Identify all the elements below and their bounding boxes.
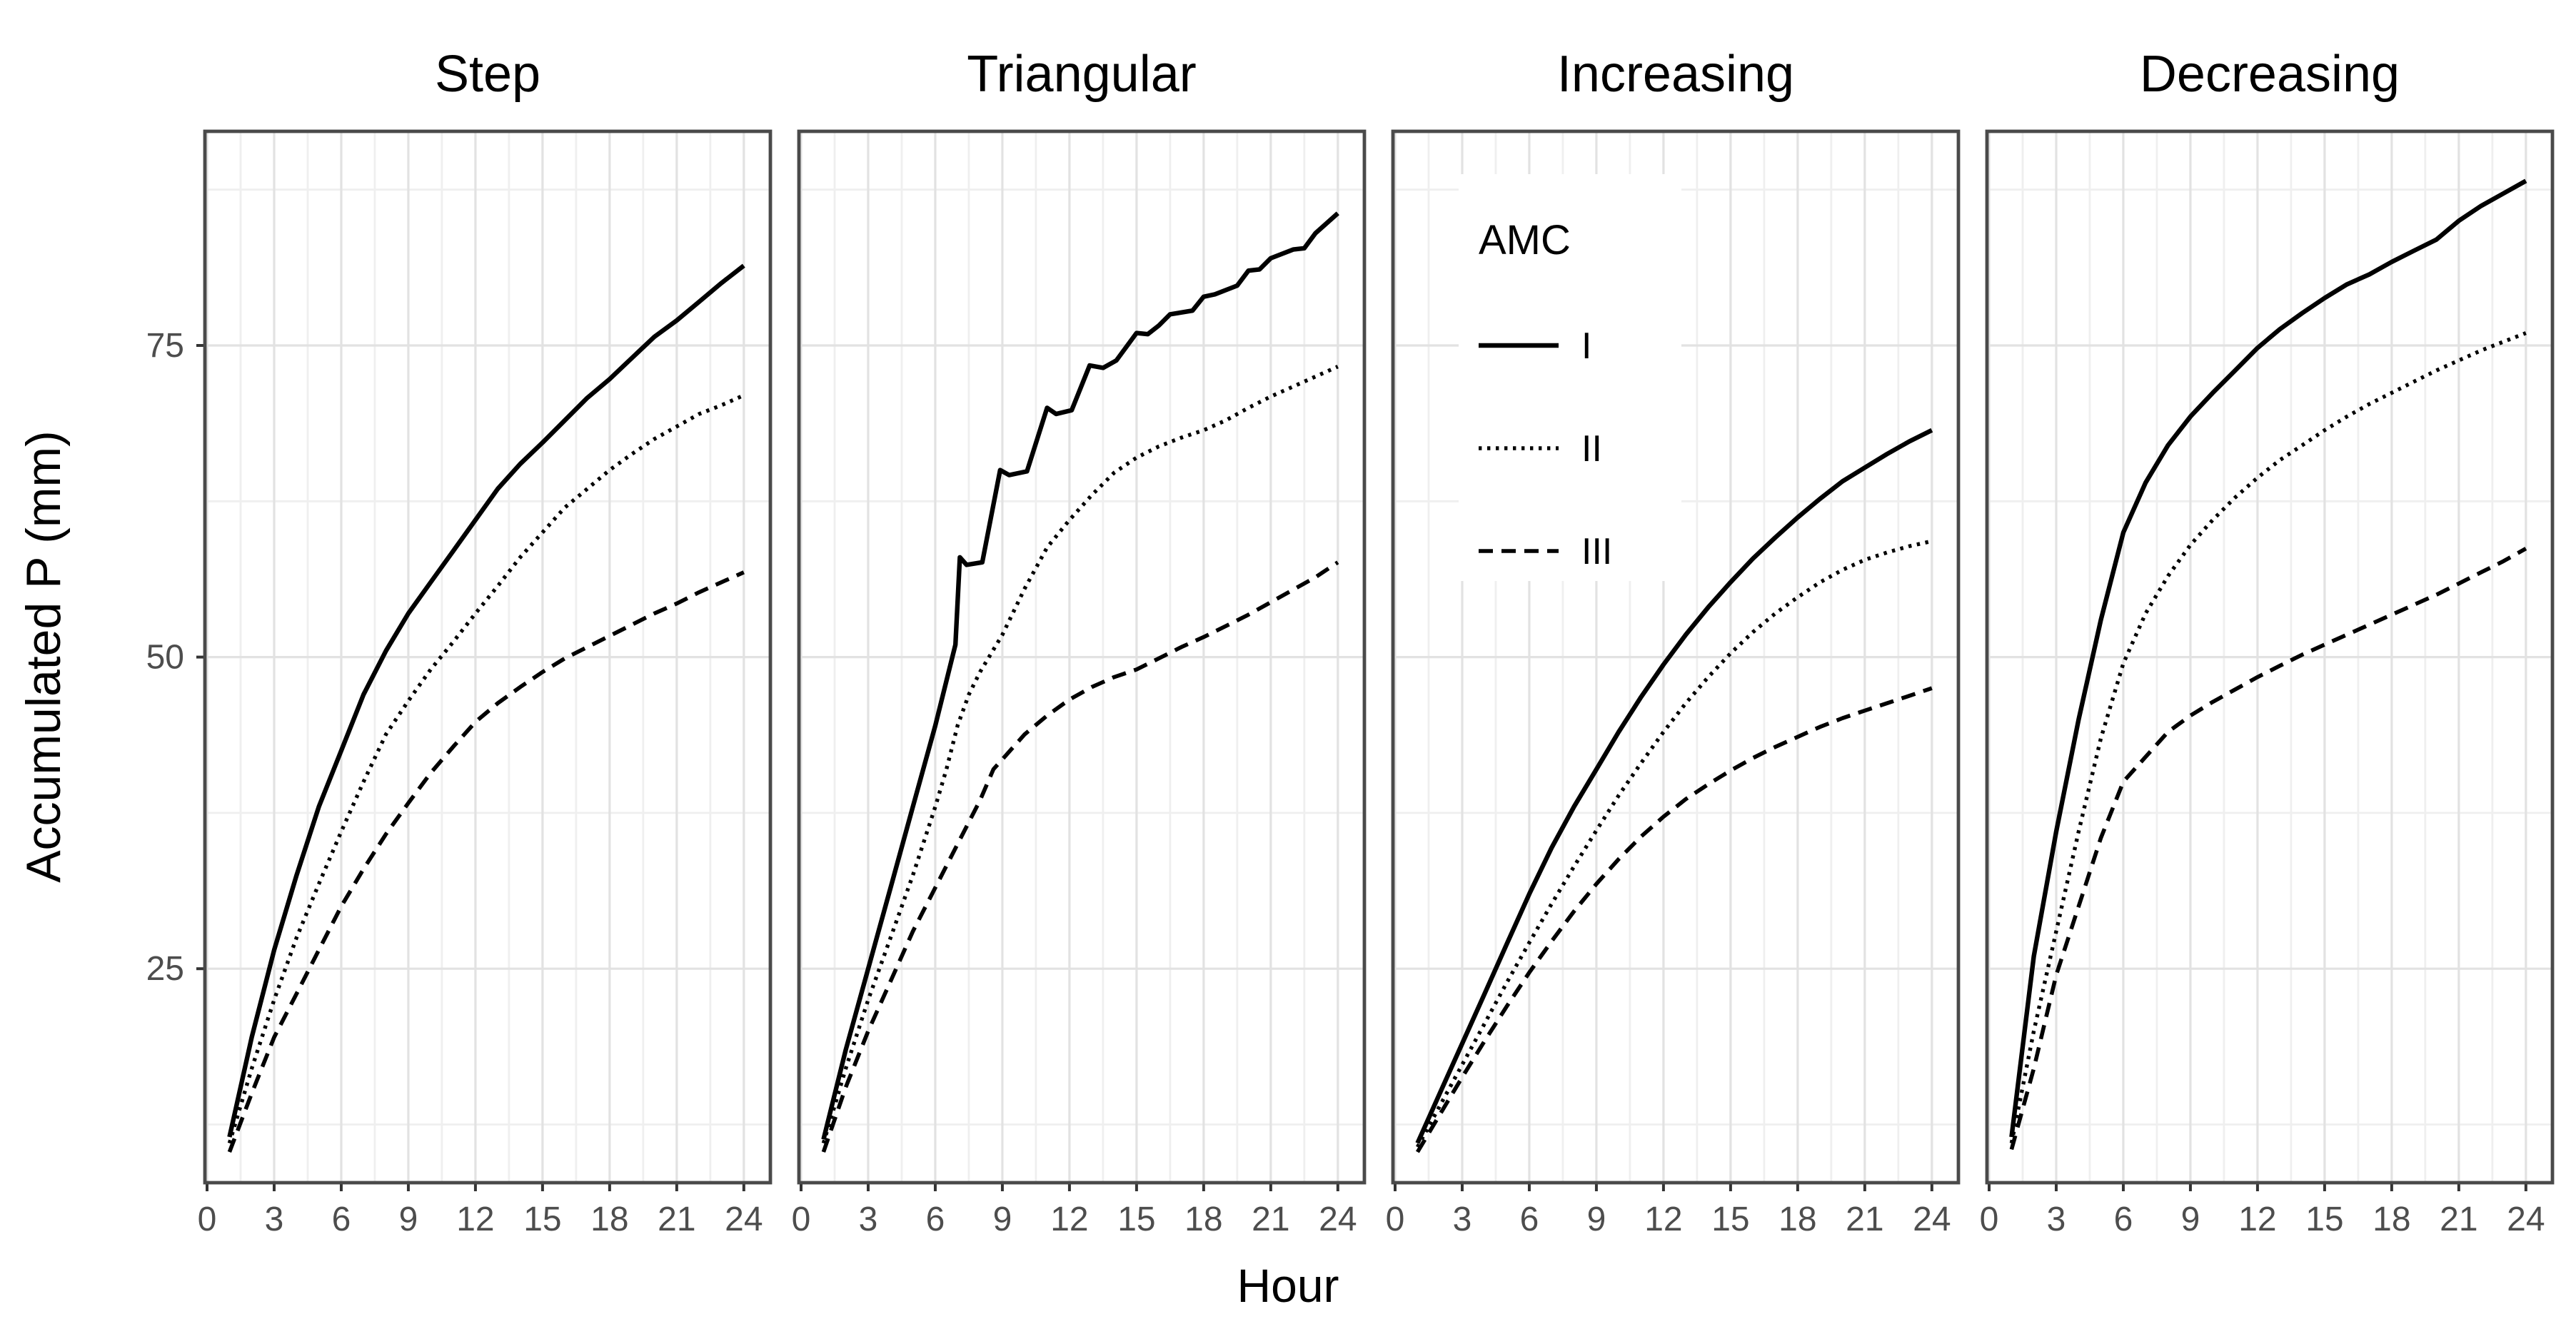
series-amc-ii-decreasing (2009, 331, 2527, 1144)
x-tick-label: 6 (1520, 1201, 1539, 1238)
x-axis-title: Hour (1237, 1259, 1339, 1312)
series-amc-iii-triangular (821, 560, 1339, 1153)
x-tick-label: 15 (1711, 1201, 1749, 1238)
facet-title: Triangular (967, 46, 1196, 103)
x-tick-label: 0 (198, 1201, 217, 1238)
x-tick-label: 24 (725, 1201, 763, 1238)
panel-decreasing: 0 3 6 9 12 15 18 21 24 Decreasing (1980, 46, 2555, 1238)
legend-label-iii: III (1581, 531, 1612, 572)
series-amc-ii-triangular (821, 365, 1339, 1144)
x-tick-label: 3 (859, 1201, 878, 1238)
series-amc-ii-increasing (1416, 539, 1933, 1148)
x-tick-label: 3 (265, 1201, 284, 1238)
panel-border (797, 129, 1367, 1185)
panel-triangular: 0 3 6 9 12 15 18 21 24 Triangular (792, 46, 1367, 1238)
x-tick-label: 9 (1587, 1201, 1606, 1238)
x-tick-label: 15 (1117, 1201, 1155, 1238)
y-tick-label: 50 (146, 639, 184, 677)
panel-border (203, 129, 773, 1185)
panel-border (1985, 129, 2555, 1185)
series-amc-i-triangular (821, 211, 1339, 1141)
x-tick-label: 15 (523, 1201, 561, 1238)
x-tick-label: 6 (2114, 1201, 2133, 1238)
series-amc-iii-increasing (1415, 686, 1933, 1153)
x-tick-label: 18 (590, 1201, 628, 1238)
x-tick-label: 9 (2181, 1201, 2200, 1238)
x-tick-label: 9 (399, 1201, 418, 1238)
x-tick-label: 0 (1386, 1201, 1405, 1238)
x-tick-label: 6 (926, 1201, 945, 1238)
legend-background (1459, 174, 1681, 581)
facet-title: Increasing (1557, 46, 1794, 103)
x-tick-label: 24 (1319, 1201, 1357, 1238)
x-tick-label: 21 (1846, 1201, 1883, 1238)
x-tick-label: 12 (456, 1201, 494, 1238)
x-tick-label: 12 (2238, 1201, 2276, 1238)
series-amc-i-increasing (1415, 428, 1933, 1144)
panel-step: 0 3 6 9 12 15 18 21 24 25 50 75 Step (146, 46, 773, 1238)
x-tick-label: 24 (2507, 1201, 2545, 1238)
x-tick-label: 18 (2373, 1201, 2410, 1238)
x-tick-label: 12 (1050, 1201, 1088, 1238)
legend-label-i: I (1581, 325, 1591, 367)
x-tick-label: 12 (1644, 1201, 1682, 1238)
x-tick-label: 3 (1453, 1201, 1472, 1238)
series-amc-i-step (227, 263, 745, 1138)
series-amc-iii-step (227, 570, 745, 1153)
x-tick-label: 18 (1778, 1201, 1816, 1238)
x-tick-label: 0 (1980, 1201, 1999, 1238)
x-tick-label: 3 (2047, 1201, 2066, 1238)
y-axis-title: Accumulated P (mm) (16, 430, 71, 883)
facet-title: Decreasing (2140, 46, 2400, 103)
facet-title: Step (435, 46, 540, 103)
series-amc-i-decreasing (2009, 178, 2527, 1138)
x-tick-label: 24 (1913, 1201, 1951, 1238)
x-tick-label: 21 (2440, 1201, 2477, 1238)
x-tick-label: 9 (993, 1201, 1012, 1238)
x-tick-label: 21 (658, 1201, 695, 1238)
x-tick-label: 18 (1184, 1201, 1222, 1238)
panel-increasing: 0 3 6 9 12 15 18 21 24 Increasing (1386, 46, 1961, 1238)
facet-panels: 0 3 6 9 12 15 18 21 24 25 50 75 Step 0 3 6 9 12 15 18 21 24 Tr… (146, 46, 2555, 1238)
legend-title: AMC (1479, 217, 1571, 263)
series-amc-iii-decreasing (2009, 547, 2527, 1151)
panel-border (1391, 129, 1961, 1185)
y-tick-label: 25 (146, 950, 184, 988)
x-tick-label: 6 (332, 1201, 351, 1238)
legend-label-ii: II (1581, 428, 1602, 470)
y-tick-label: 75 (146, 327, 184, 365)
x-tick-label: 0 (792, 1201, 811, 1238)
x-tick-label: 21 (1252, 1201, 1289, 1238)
x-tick-label: 15 (2305, 1201, 2343, 1238)
